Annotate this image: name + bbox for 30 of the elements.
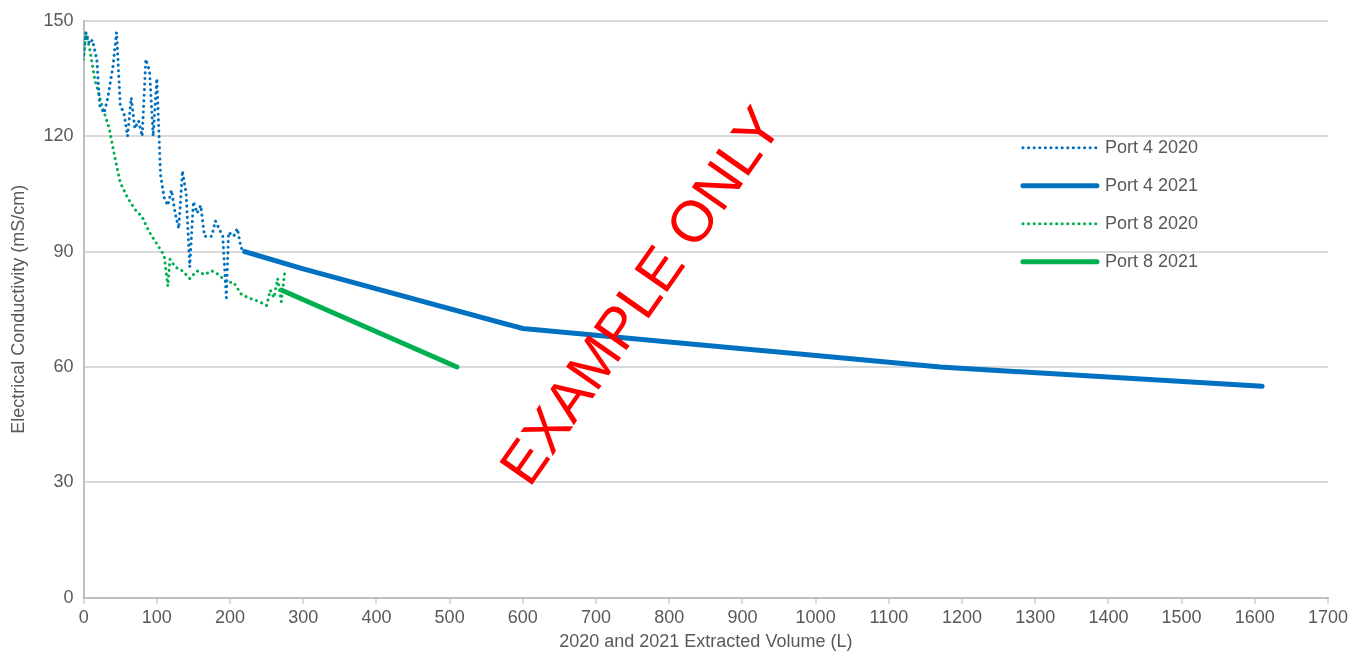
x-tick-label: 100 — [141, 606, 172, 627]
x-tick-label: 900 — [727, 606, 758, 627]
legend-label: Port 8 2021 — [1104, 250, 1199, 271]
legend-label: Port 4 2021 — [1104, 174, 1199, 195]
y-tick-label: 120 — [43, 125, 74, 146]
x-tick-label: 1500 — [1161, 606, 1202, 627]
x-tick-label: 1000 — [795, 606, 836, 627]
x-tick-label: 0 — [78, 606, 89, 627]
y-tick-label: 0 — [63, 586, 74, 607]
x-tick-label: 700 — [581, 606, 612, 627]
x-tick-label: 1700 — [1307, 606, 1349, 627]
x-tick-label: 1100 — [869, 606, 909, 627]
x-axis-title: 2020 and 2021 Extracted Volume (L) — [559, 631, 853, 652]
y-tick-label: 60 — [53, 355, 74, 376]
y-tick-label: 90 — [53, 240, 74, 261]
x-tick-label: 800 — [654, 606, 685, 627]
x-tick-label: 500 — [434, 606, 465, 627]
x-tick-label: 1300 — [1015, 606, 1056, 627]
legend-label: Port 4 2020 — [1104, 136, 1199, 157]
x-tick-label: 400 — [361, 606, 392, 627]
x-tick-label: 1200 — [941, 606, 983, 627]
x-tick-label: 200 — [215, 606, 246, 627]
x-tick-label: 300 — [288, 606, 319, 627]
x-tick-label: 1400 — [1088, 606, 1129, 627]
y-tick-label: 150 — [43, 9, 74, 30]
y-axis-title: Electrical Conductivity (mS/cm) — [7, 184, 28, 434]
x-tick-label: 1600 — [1234, 606, 1275, 627]
x-tick-label: 600 — [507, 606, 538, 627]
y-tick-label: 30 — [53, 471, 74, 492]
legend-label: Port 8 2020 — [1104, 212, 1199, 233]
